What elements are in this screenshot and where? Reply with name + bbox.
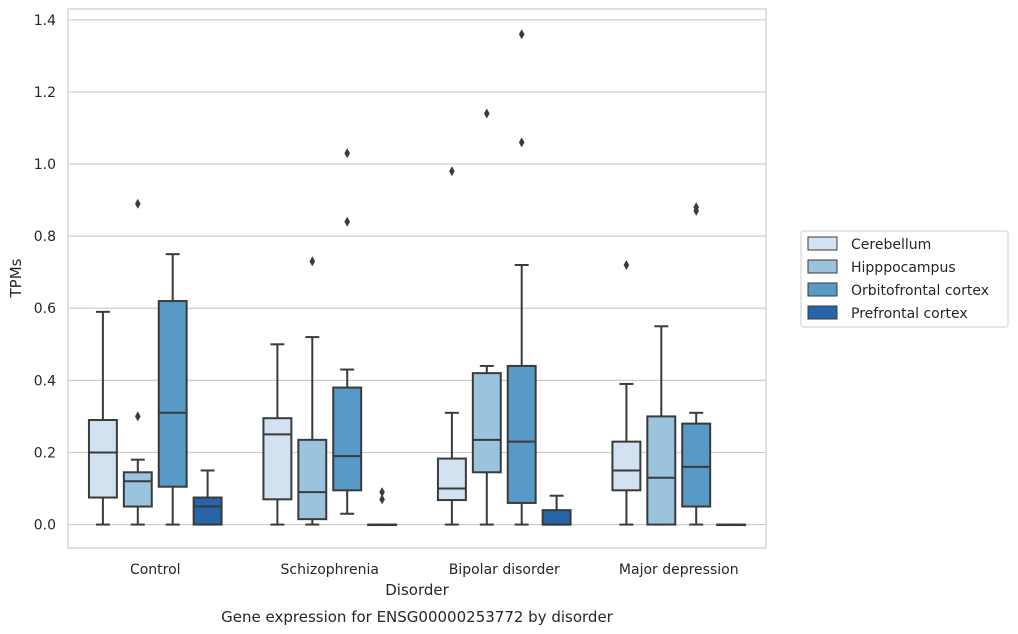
- legend: Cerebellum Hipppocampus Orbitofrontal cort…: [800, 230, 1009, 328]
- category-group: [262, 148, 398, 527]
- legend-label: Cerebellum: [851, 237, 931, 253]
- y-tick-label: 1.0: [34, 157, 56, 173]
- y-tick-label: 0.2: [34, 445, 56, 461]
- box-iqr: [541, 509, 572, 526]
- y-axis-ticks: 0.0 0.2 0.4 0.6 0.8 1.0 1.2 1.4: [34, 13, 56, 534]
- y-axis-label: TPMs: [7, 258, 25, 298]
- outlier-point: [309, 256, 316, 267]
- box-iqr: [157, 300, 188, 488]
- box-prefrontal-cortex: [192, 469, 223, 526]
- x-axis-label: Disorder: [385, 581, 449, 599]
- box-groups: [87, 29, 747, 527]
- outlier-point: [518, 137, 525, 148]
- box-iqr: [681, 422, 712, 508]
- outlier-point: [379, 494, 385, 505]
- box-iqr: [262, 417, 293, 501]
- x-tick-label: Bipolar disorder: [449, 562, 560, 578]
- y-tick-label: 1.4: [34, 13, 56, 29]
- box-iqr: [122, 471, 153, 508]
- box-iqr: [87, 419, 118, 499]
- box-iqr: [471, 372, 502, 474]
- box-orbitofrontal-cortex: [681, 202, 712, 526]
- outlier-point: [623, 259, 630, 270]
- box-orbitofrontal-cortex: [157, 253, 188, 526]
- box-hipppocampus: [471, 108, 502, 526]
- box-cerebellum: [436, 166, 467, 526]
- box-cerebellum: [87, 310, 118, 526]
- outlier-point: [344, 216, 350, 227]
- y-tick-label: 0.4: [34, 373, 56, 389]
- x-tick-label: Control: [130, 562, 181, 578]
- legend-swatch: [807, 305, 838, 320]
- chart-caption: Gene expression for ENSG00000253772 by d…: [221, 608, 614, 626]
- box-hipppocampus: [297, 256, 328, 526]
- legend-label: Prefrontal cortex: [851, 306, 968, 322]
- legend-frame: [800, 230, 1009, 328]
- box-iqr: [611, 440, 642, 492]
- legend-label: Orbitofrontal cortex: [851, 283, 989, 299]
- y-tick-label: 1.2: [34, 85, 56, 101]
- x-tick-label: Major depression: [619, 562, 739, 578]
- box-iqr: [646, 415, 677, 526]
- outlier-point: [693, 202, 699, 213]
- box-cerebellum: [262, 343, 293, 526]
- box-iqr: [297, 438, 328, 521]
- legend-swatch: [807, 236, 838, 251]
- outlier-point: [344, 148, 350, 159]
- box-orbitofrontal-cortex: [506, 29, 537, 526]
- category-group: [436, 29, 572, 526]
- y-tick-label: 0.8: [34, 229, 56, 245]
- y-tick-label: 0.6: [34, 301, 56, 317]
- box-prefrontal-cortex: [716, 523, 747, 527]
- box-iqr: [506, 364, 537, 504]
- box-iqr: [436, 457, 467, 502]
- category-group: [611, 202, 747, 527]
- x-tick-label: Schizophrenia: [281, 562, 379, 578]
- outlier-point: [135, 198, 141, 209]
- legend-swatch: [807, 259, 838, 274]
- outlier-point: [484, 108, 490, 119]
- legend-swatch: [807, 282, 838, 297]
- category-group: [87, 198, 223, 526]
- box-prefrontal-cortex: [541, 494, 572, 526]
- box-iqr: [332, 386, 363, 492]
- box-hipppocampus: [646, 325, 677, 526]
- x-axis-ticks: Control Schizophrenia Bipolar disorder Majo…: [130, 562, 739, 578]
- outlier-point: [135, 411, 141, 422]
- box-cerebellum: [611, 259, 642, 526]
- box-prefrontal-cortex: [367, 487, 398, 527]
- outlier-point: [518, 29, 525, 40]
- outlier-point: [449, 166, 455, 177]
- box-hipppocampus: [122, 198, 153, 526]
- y-tick-label: 0.0: [34, 518, 56, 534]
- legend-label: Hipppocampus: [851, 260, 956, 276]
- box-iqr: [192, 496, 223, 526]
- outlier-point: [379, 487, 385, 498]
- box-orbitofrontal-cortex: [332, 148, 363, 515]
